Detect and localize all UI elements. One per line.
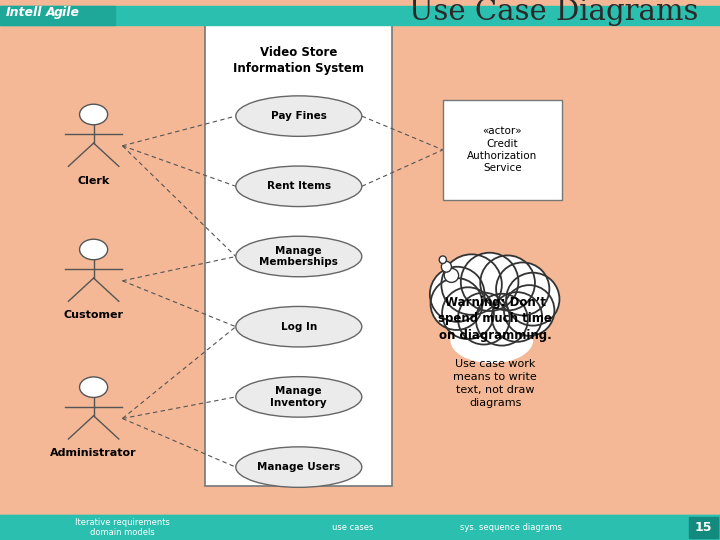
Ellipse shape bbox=[431, 278, 482, 330]
Ellipse shape bbox=[439, 256, 446, 264]
Text: Pay Fines: Pay Fines bbox=[271, 111, 327, 121]
Text: «actor»
Credit
Authorization
Service: «actor» Credit Authorization Service bbox=[467, 126, 537, 173]
Text: Warning: Don’t
spend much time
on diagramming.: Warning: Don’t spend much time on diagra… bbox=[438, 295, 552, 342]
Ellipse shape bbox=[451, 317, 534, 363]
Text: Manage
Memberships: Manage Memberships bbox=[259, 246, 338, 267]
Text: use cases: use cases bbox=[332, 523, 374, 532]
Ellipse shape bbox=[79, 377, 108, 397]
Ellipse shape bbox=[442, 287, 494, 339]
Ellipse shape bbox=[480, 255, 535, 310]
Ellipse shape bbox=[504, 285, 554, 336]
Ellipse shape bbox=[236, 447, 362, 487]
Ellipse shape bbox=[430, 267, 485, 322]
Ellipse shape bbox=[441, 254, 502, 315]
Ellipse shape bbox=[492, 292, 542, 342]
Text: A: A bbox=[45, 6, 55, 19]
Text: Log In: Log In bbox=[281, 322, 317, 332]
Text: Customer: Customer bbox=[63, 310, 124, 321]
Ellipse shape bbox=[441, 261, 451, 272]
Text: Use case work
means to write
text, not draw
diagrams: Use case work means to write text, not d… bbox=[454, 359, 537, 408]
Ellipse shape bbox=[236, 306, 362, 347]
Ellipse shape bbox=[236, 237, 362, 276]
Text: Use Case Diagrams: Use Case Diagrams bbox=[409, 0, 698, 26]
Text: Manage
Inventory: Manage Inventory bbox=[271, 386, 327, 408]
Text: sys. sequence diagrams: sys. sequence diagrams bbox=[460, 523, 562, 532]
Ellipse shape bbox=[458, 293, 510, 345]
Ellipse shape bbox=[236, 377, 362, 417]
FancyBboxPatch shape bbox=[0, 6, 720, 25]
Ellipse shape bbox=[236, 166, 362, 206]
Ellipse shape bbox=[79, 104, 108, 125]
Text: Video Store
Information System: Video Store Information System bbox=[233, 46, 364, 75]
Text: gile: gile bbox=[54, 6, 80, 19]
Ellipse shape bbox=[496, 262, 549, 315]
FancyBboxPatch shape bbox=[0, 515, 720, 540]
Text: Administrator: Administrator bbox=[50, 448, 137, 458]
Text: Iterative requirements
domain models: Iterative requirements domain models bbox=[75, 518, 170, 537]
FancyBboxPatch shape bbox=[689, 517, 718, 538]
Ellipse shape bbox=[476, 294, 528, 346]
FancyBboxPatch shape bbox=[443, 100, 562, 200]
FancyBboxPatch shape bbox=[0, 515, 720, 540]
Ellipse shape bbox=[444, 268, 459, 282]
Text: Clerk: Clerk bbox=[78, 176, 109, 186]
Text: 15: 15 bbox=[695, 521, 712, 534]
Ellipse shape bbox=[236, 96, 362, 136]
Ellipse shape bbox=[506, 273, 559, 326]
Ellipse shape bbox=[79, 239, 108, 260]
FancyBboxPatch shape bbox=[205, 24, 392, 486]
FancyBboxPatch shape bbox=[0, 6, 115, 25]
Text: Intell: Intell bbox=[6, 6, 42, 19]
Text: Manage Users: Manage Users bbox=[257, 462, 341, 472]
Ellipse shape bbox=[461, 253, 518, 311]
Text: Rent Items: Rent Items bbox=[266, 181, 331, 191]
